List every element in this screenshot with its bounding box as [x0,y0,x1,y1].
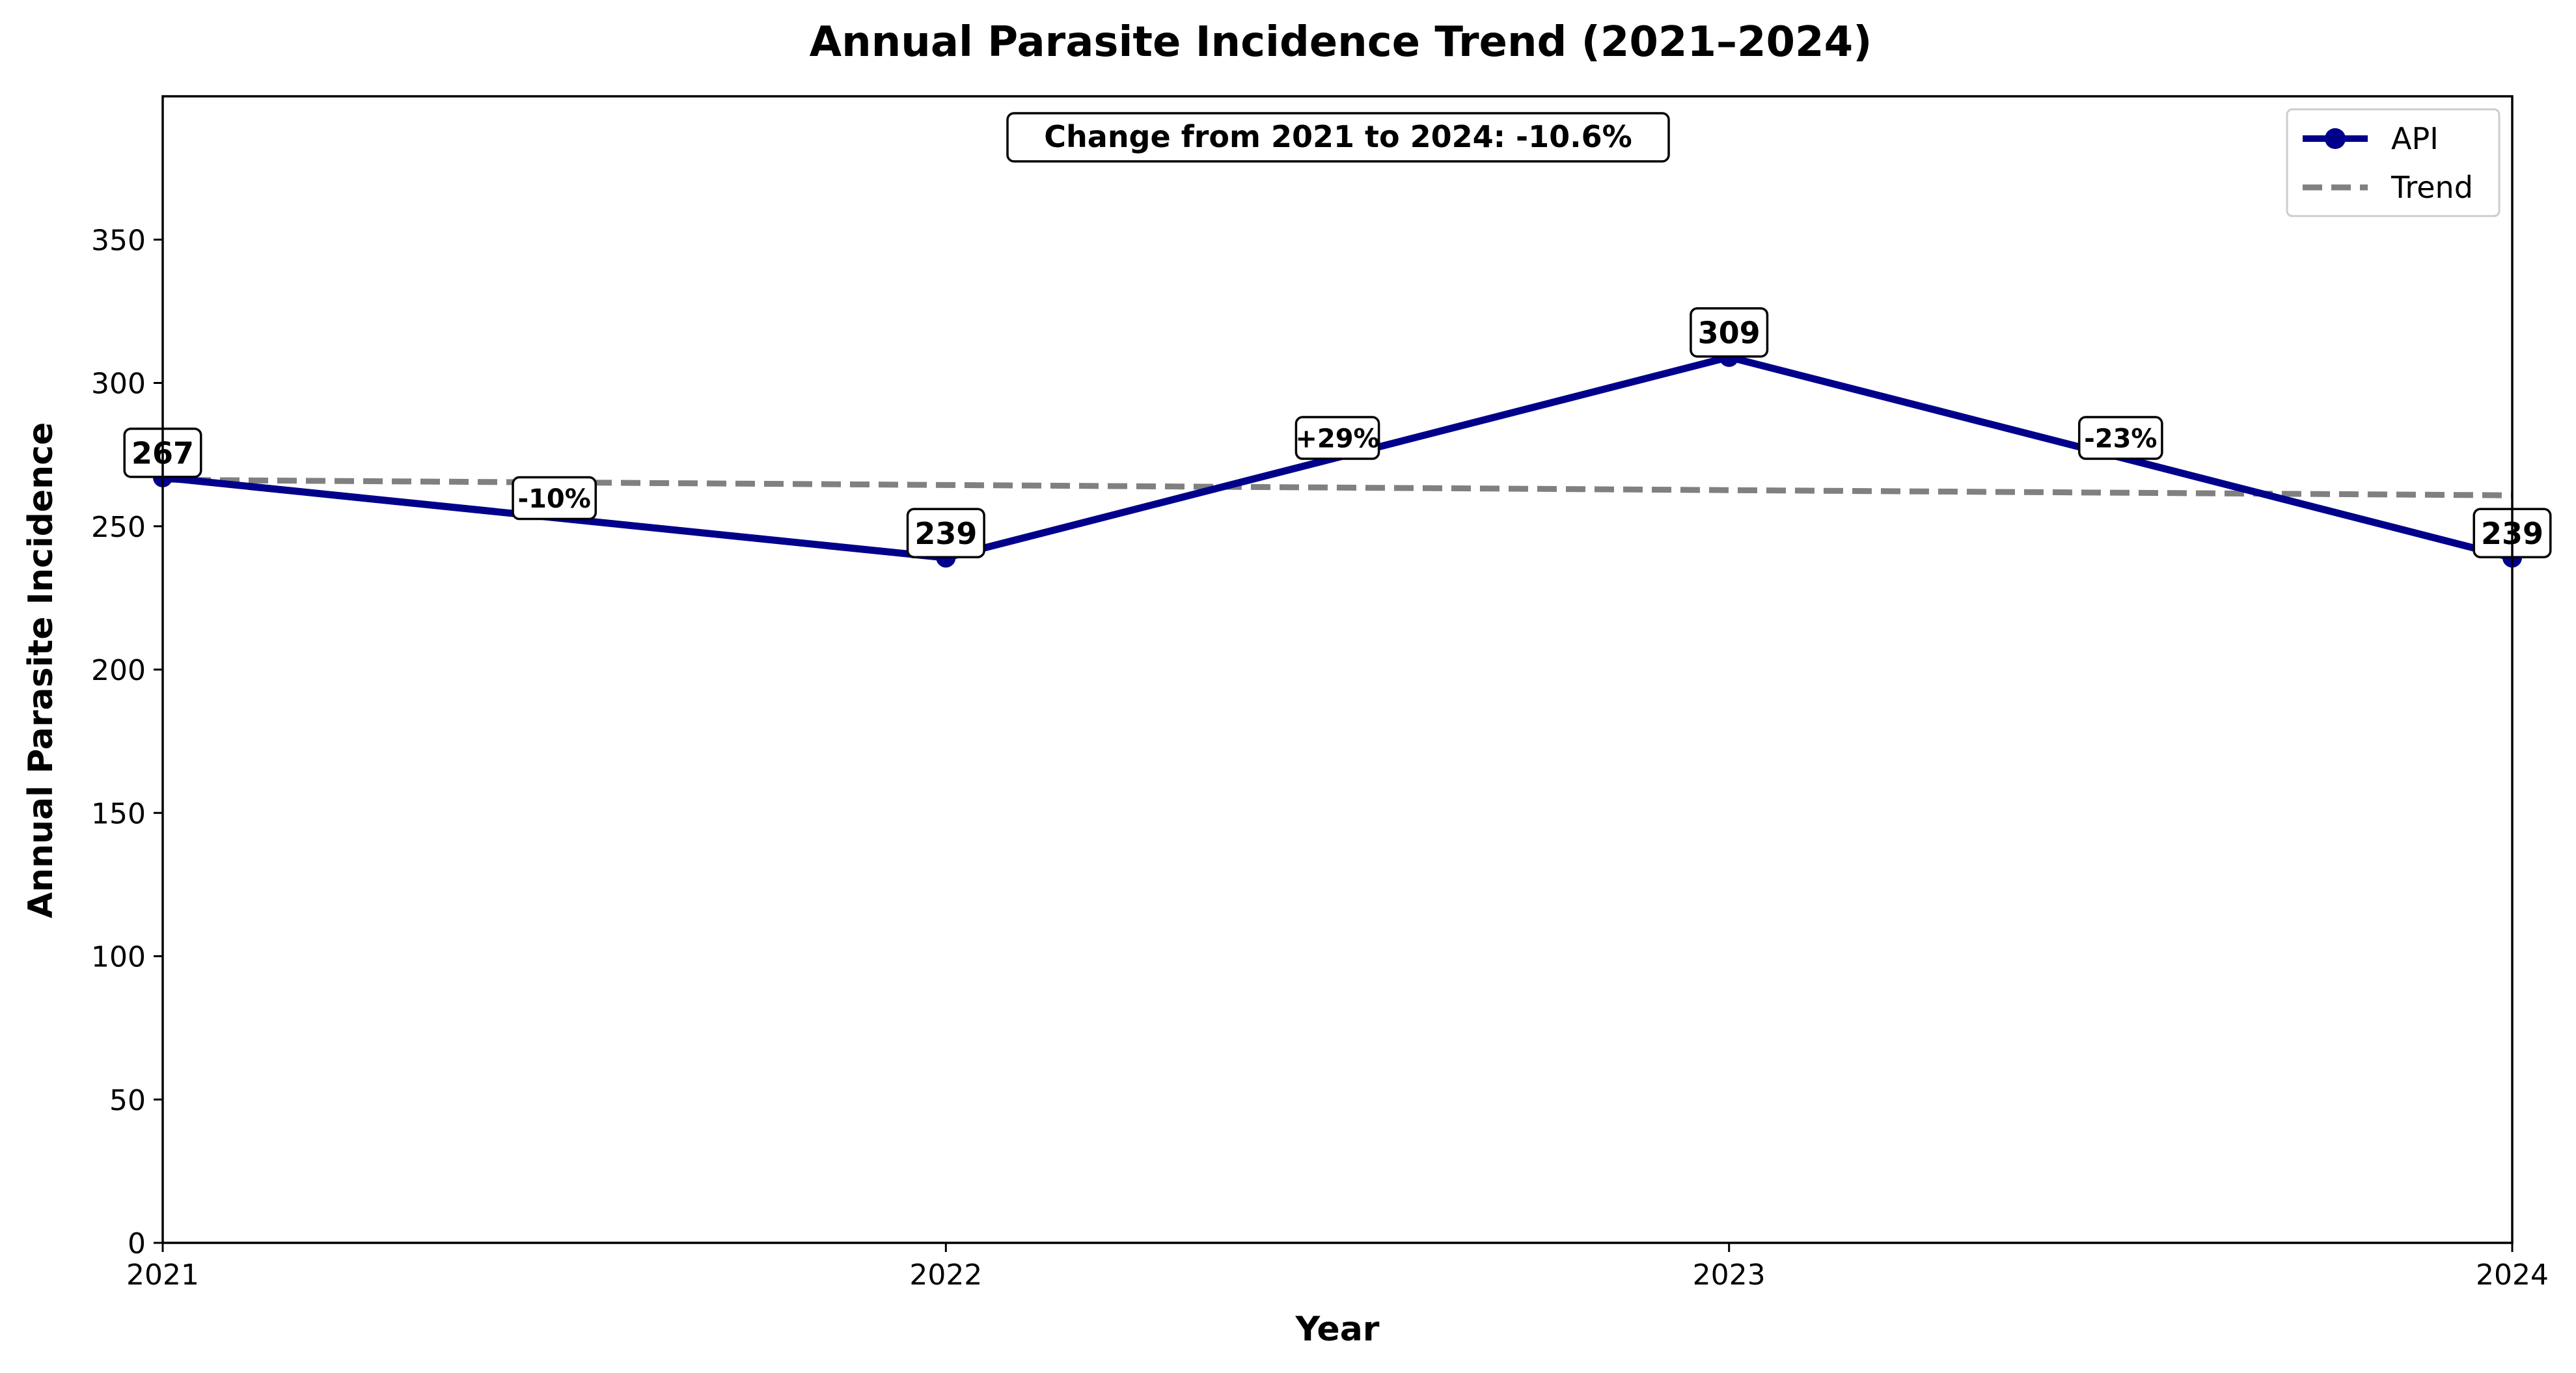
legend: API Trend [2286,108,2501,217]
change-label-text: -10% [517,484,590,514]
data-label-text: 239 [914,516,977,551]
chart-title: Annual Parasite Incidence Trend (2021–20… [810,18,1872,66]
legend-trend-label: Trend [2391,170,2473,205]
y-tick-label: 100 [91,941,146,974]
change-label: -23% [2077,416,2163,460]
x-axis-label: Year [1295,1310,1380,1349]
change-label-text: -23% [2084,424,2157,454]
data-label-text: 309 [1698,315,1761,350]
x-tick-label: 2021 [126,1258,199,1292]
change-annotation-box [1006,112,1670,163]
change-label-box [1295,416,1380,460]
x-tick-label: 2022 [909,1258,982,1292]
y-axis-ticks: 0 50 100 150 200 250 300 350 [91,224,163,1260]
y-tick-label: 50 [109,1084,146,1117]
y-tick-label: 150 [91,797,146,830]
y-axis-label: Annual Parasite Incidence [21,422,61,918]
change-label: +29% [1295,416,1380,460]
x-tick-label: 2024 [2476,1258,2549,1292]
x-axis-ticks: 2021 2022 2023 2024 [126,1243,2549,1292]
change-annotation-text: Change from 2021 to 2024: -10.6% [1044,119,1632,154]
y-tick-label: 0 [128,1227,146,1260]
change-label-text: +29% [1295,424,1379,454]
data-label: 239 [906,508,985,558]
legend-api-marker [2325,128,2346,149]
change-label-box [512,476,597,521]
data-label: 309 [1690,307,1769,358]
data-label-box [906,508,985,558]
change-annotation: Change from 2021 to 2024: -10.6% [1006,112,1670,163]
plot-frame [161,95,2514,1244]
change-label-box [2077,416,2163,460]
change-label: -10% [512,476,597,521]
legend-api-label: API [2391,121,2439,156]
y-tick-label: 350 [91,224,146,257]
data-label-box [1690,307,1769,358]
y-tick-label: 300 [91,368,146,401]
y-tick-label: 200 [91,654,146,687]
y-tick-label: 250 [91,511,146,544]
x-tick-label: 2023 [1693,1258,1766,1292]
